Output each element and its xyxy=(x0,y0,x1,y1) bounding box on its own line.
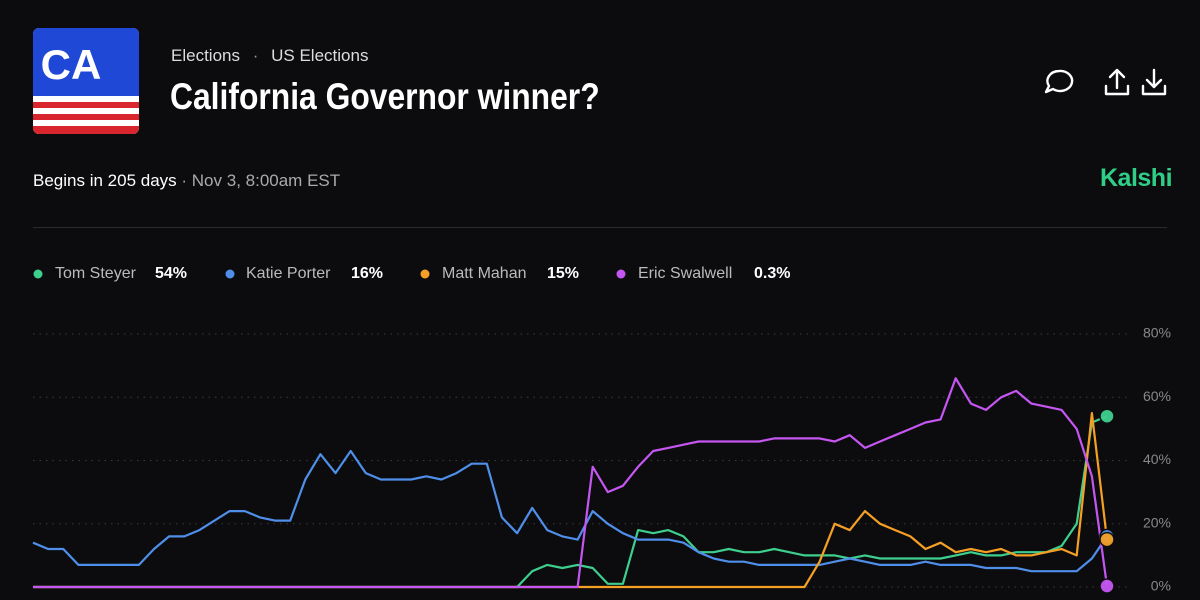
breadcrumb-item[interactable]: Elections xyxy=(171,46,240,65)
legend-name[interactable]: Tom Steyer xyxy=(55,265,137,282)
y-tick-label: 0% xyxy=(1151,578,1171,594)
legend-value: 15% xyxy=(547,265,579,282)
comment-icon[interactable] xyxy=(1044,69,1074,94)
series-line xyxy=(32,449,1108,573)
legend-value: 0.3% xyxy=(754,265,790,282)
legend-name[interactable]: Eric Swalwell xyxy=(638,265,732,282)
breadcrumb-item[interactable]: US Elections xyxy=(271,46,369,65)
y-tick-label: 80% xyxy=(1143,325,1171,341)
breadcrumb: Elections · US Elections xyxy=(171,46,368,66)
legend-dot xyxy=(33,269,43,279)
legend-name[interactable]: Matt Mahan xyxy=(442,265,526,282)
end-dot xyxy=(1099,531,1115,548)
status: Begins in 205 days xyxy=(33,171,177,190)
share-icon[interactable] xyxy=(1104,68,1130,96)
toolbar xyxy=(1044,68,1167,96)
series-line xyxy=(33,415,1108,589)
separator: · xyxy=(252,46,259,65)
y-tick-label: 60% xyxy=(1143,388,1171,404)
legend-value: 54% xyxy=(155,265,187,282)
brand[interactable]: Kalshi xyxy=(1100,164,1173,192)
series-line xyxy=(33,377,1109,589)
legend-dot xyxy=(616,269,626,279)
legend-value: 16% xyxy=(351,265,383,282)
series-line xyxy=(33,412,1109,589)
title: California Governor winner? xyxy=(170,76,600,117)
separator: · xyxy=(181,171,192,190)
legend-dot xyxy=(420,269,430,279)
legend-name[interactable]: Katie Porter xyxy=(246,265,331,282)
logo-text: CA xyxy=(41,41,102,88)
end-dot xyxy=(1099,578,1115,594)
download-icon[interactable] xyxy=(1141,68,1167,96)
status-line: Begins in 205 days · Nov 3, 8:00am EST xyxy=(33,171,340,191)
logo: CA xyxy=(33,28,139,134)
legend-dot xyxy=(225,269,235,279)
end-dot xyxy=(1099,408,1115,424)
y-tick-label: 40% xyxy=(1143,451,1171,467)
y-tick-label: 20% xyxy=(1143,514,1171,530)
divider xyxy=(33,227,1167,228)
date: Nov 3, 8:00am EST xyxy=(191,171,341,190)
